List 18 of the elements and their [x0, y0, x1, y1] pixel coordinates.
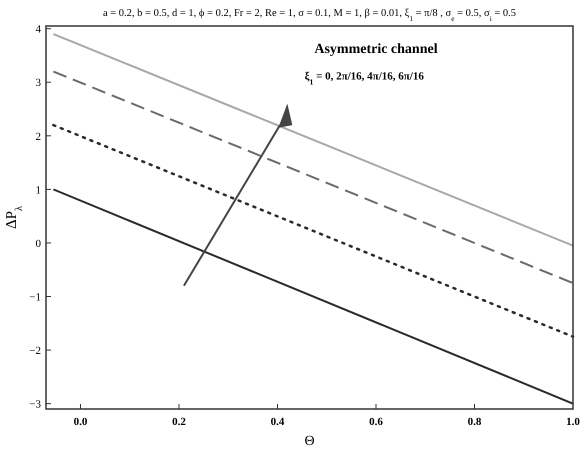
x-tick-label: 0.2 [172, 416, 186, 428]
y-tick-label: 1 [36, 184, 41, 196]
x-axis-title: Θ [304, 434, 315, 449]
x-tick-label: 0.6 [369, 416, 384, 428]
x-tick-label: 0.8 [468, 416, 482, 428]
y-tick-label: −3 [29, 398, 42, 411]
y-tick-label: 0 [36, 238, 42, 250]
chart-title: a = 0.2, b = 0.5, d = 1, ϕ = 0.2, Fr = 2, Re = 1, σ = 0.1, M = 1, β = 0.01, ξ$_{1}$ = π/8 , σ$_{e}$ = 0.5, σ$_{i}$ = 0.5 [102, 8, 516, 22]
x-tick-label: 0.0 [74, 416, 88, 428]
x-tick-label: 1.0 [566, 416, 580, 428]
y-tick-label: 4 [36, 24, 42, 36]
x-tick-label: 0.4 [270, 416, 285, 428]
y-tick-label: −1 [29, 292, 41, 304]
y-tick-label: 2 [36, 130, 41, 143]
y-tick-label: −2 [29, 345, 41, 358]
y-tick-label: 3 [36, 77, 42, 90]
annotation: ξ$_{1}$ = 0, 2π/16, 4π/16, 6π/16 [304, 70, 424, 86]
annotation: Asymmetric channel [314, 42, 438, 57]
